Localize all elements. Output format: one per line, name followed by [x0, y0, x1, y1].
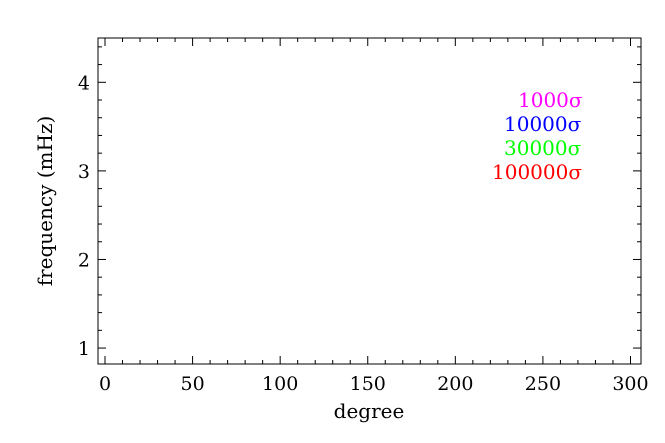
- x-tick-label: 150: [350, 373, 386, 395]
- y-tick-label: 1: [78, 338, 90, 360]
- x-tick-label: 200: [437, 373, 473, 395]
- x-tick-label: 100: [262, 373, 298, 395]
- y-axis: 1 2 3 4: [78, 46, 641, 360]
- legend-entry-100000: 100000σ: [492, 160, 582, 184]
- x-tick-label: 50: [180, 373, 204, 395]
- legend-entry-10000: 10000σ: [504, 112, 582, 136]
- y-tick-label: 2: [78, 249, 90, 271]
- y-tick-label: 3: [78, 161, 90, 183]
- x-axis-label: degree: [334, 399, 405, 423]
- legend: 1000σ 10000σ 30000σ 100000σ: [492, 88, 583, 184]
- y-tick-label: 4: [78, 72, 90, 94]
- y-axis-label: frequency (mHz): [33, 116, 57, 287]
- legend-entry-30000: 30000σ: [504, 136, 582, 160]
- plot-frame: [97, 37, 642, 365]
- x-tick-label: 300: [612, 373, 648, 395]
- x-tick-label: 0: [99, 373, 111, 395]
- legend-entry-1000: 1000σ: [518, 88, 583, 112]
- x-tick-label: 250: [525, 373, 561, 395]
- x-axis: 0 50 100 150 200 250 300: [99, 38, 649, 395]
